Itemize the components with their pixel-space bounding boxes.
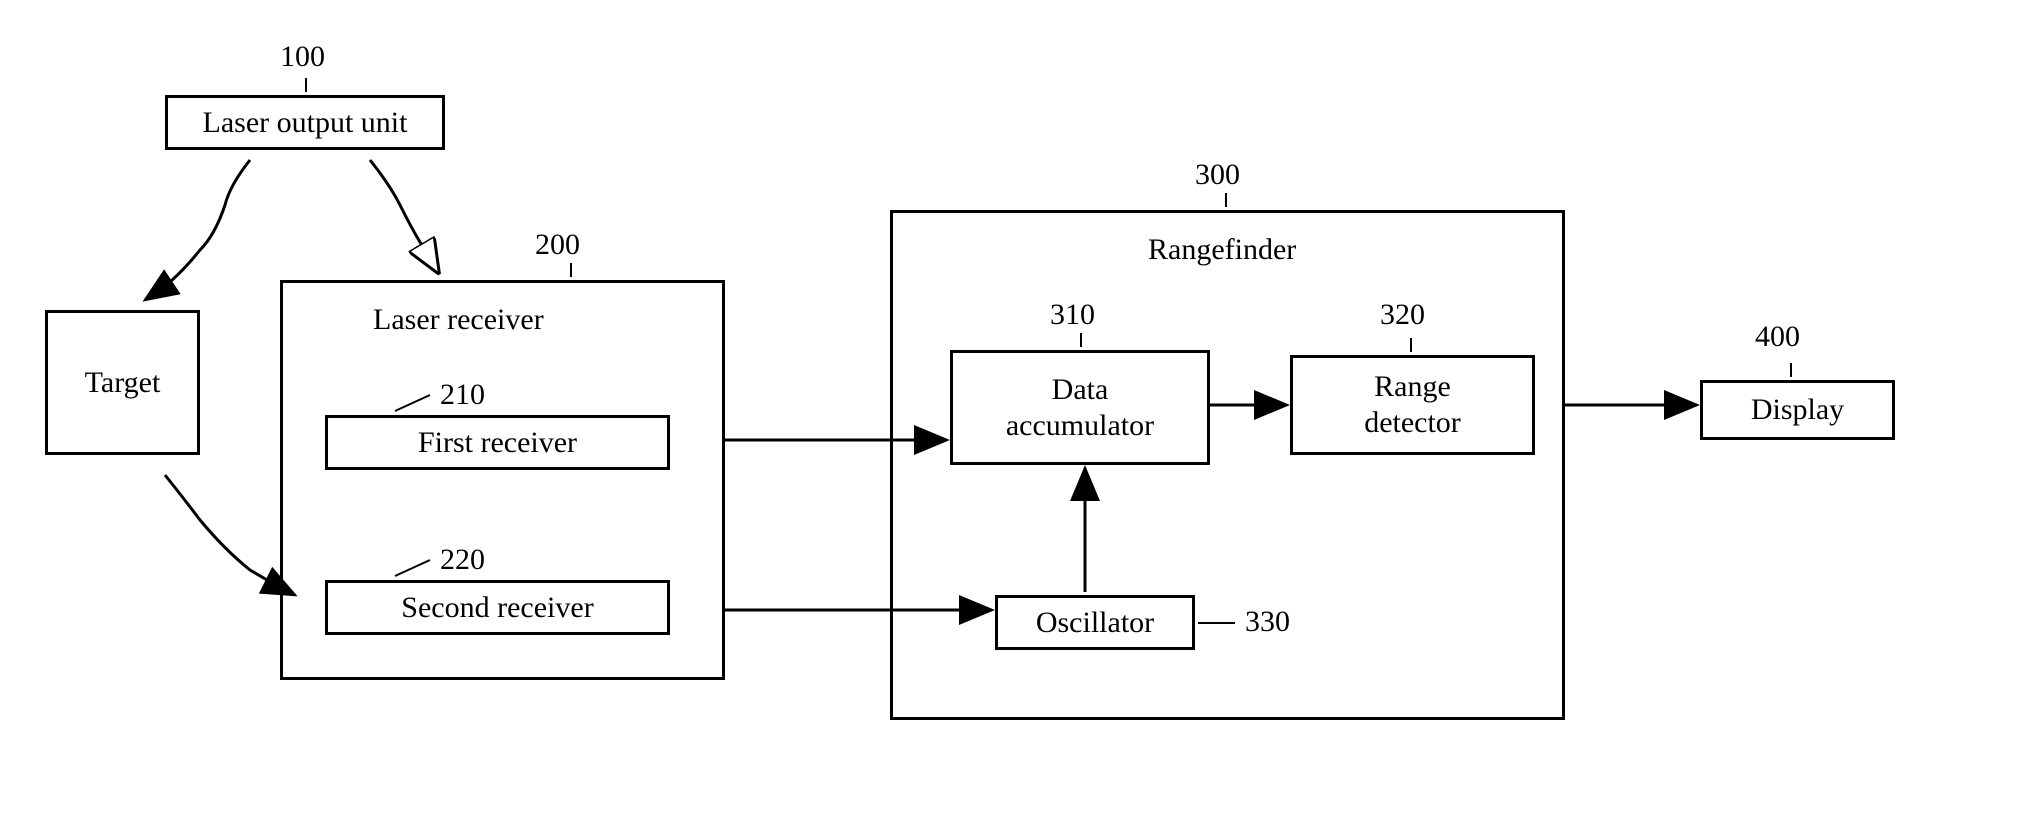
rangefinder-container: Rangefinder — [890, 210, 1565, 720]
display-box: Display — [1700, 380, 1895, 440]
range-detector-box: Range detector — [1290, 355, 1535, 455]
laser-output-unit-label: Laser output unit — [203, 105, 408, 141]
target-box: Target — [45, 310, 200, 455]
rangefinder-title: Rangefinder — [1148, 233, 1296, 267]
data-accumulator-label: Data accumulator — [1006, 372, 1154, 444]
target-label: Target — [85, 365, 161, 401]
ref-400-tick — [1790, 363, 1792, 377]
ref-310-tick — [1080, 333, 1082, 347]
arrow-output-to-target — [145, 160, 250, 300]
ref-320-tick — [1410, 338, 1412, 352]
ref-310: 310 — [1050, 298, 1095, 332]
data-accumulator-box: Data accumulator — [950, 350, 1210, 465]
range-detector-label: Range detector — [1364, 369, 1461, 441]
ref-330: 330 — [1245, 605, 1290, 639]
ref-200: 200 — [535, 228, 580, 262]
display-label: Display — [1751, 392, 1844, 428]
laser-output-unit-box: Laser output unit — [165, 95, 445, 150]
second-receiver-box: Second receiver — [325, 580, 670, 635]
ref-200-tick — [570, 263, 572, 277]
ref-400: 400 — [1755, 320, 1800, 354]
ref-100-tick — [305, 78, 307, 92]
second-receiver-label: Second receiver — [401, 590, 593, 626]
ref-220: 220 — [440, 543, 485, 577]
ref-100: 100 — [280, 40, 325, 74]
ref-320: 320 — [1380, 298, 1425, 332]
ref-210: 210 — [440, 378, 485, 412]
first-receiver-label: First receiver — [418, 425, 577, 461]
ref-300-tick — [1225, 193, 1227, 207]
oscillator-box: Oscillator — [995, 595, 1195, 650]
arrow-output-to-receiver — [370, 160, 438, 272]
arrow-target-to-second — [165, 475, 295, 595]
first-receiver-box: First receiver — [325, 415, 670, 470]
laser-receiver-title: Laser receiver — [373, 303, 544, 337]
oscillator-label: Oscillator — [1036, 605, 1154, 641]
ref-300: 300 — [1195, 158, 1240, 192]
